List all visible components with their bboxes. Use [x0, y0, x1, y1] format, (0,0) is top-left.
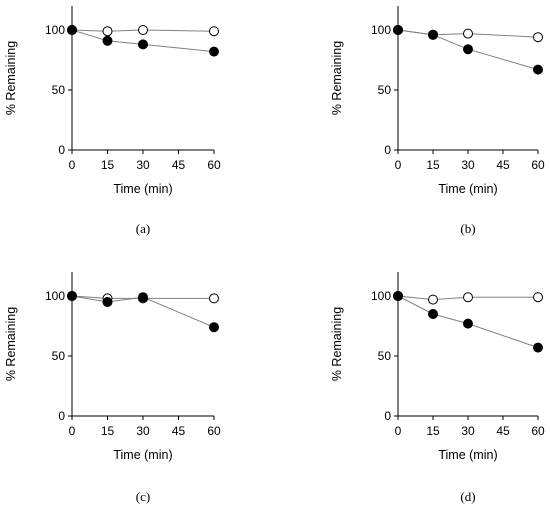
- data-point-filled: [463, 318, 473, 329]
- x-tick-label: 0: [69, 424, 76, 438]
- chart-panel-b: 0 50 100 0 15 30 45 60 Time (min) % Remaining (b): [330, 6, 545, 236]
- x-tick-label: 0: [395, 424, 402, 438]
- y-axis-title: % Remaining: [4, 41, 18, 115]
- x-tick-label: 15: [101, 158, 115, 172]
- data-point-open: [463, 292, 473, 303]
- data-point-filled: [393, 291, 403, 301]
- x-axis-title: Time (min): [438, 448, 497, 462]
- data-point-open: [533, 32, 543, 43]
- data-point-filled: [102, 297, 113, 307]
- y-tick-label: 100: [371, 289, 391, 303]
- data-point-filled: [428, 29, 438, 40]
- series-line: [71, 295, 214, 299]
- chart-panel-d: 0 50 100 0 15 30 45 60 Time (min) % Remaining (d): [330, 272, 545, 504]
- x-tick-label: 30: [461, 424, 475, 438]
- x-tick-label: 0: [69, 158, 76, 172]
- y-tick-label: 0: [58, 143, 65, 157]
- y-tick-label: 0: [58, 409, 65, 423]
- panel-label: (c): [136, 489, 150, 504]
- y-axis-title: % Remaining: [4, 307, 18, 381]
- y-tick-label: 50: [378, 349, 392, 363]
- data-point-open: [533, 292, 543, 303]
- y-tick-label: 100: [45, 23, 65, 37]
- x-axis-title: Time (min): [113, 182, 172, 196]
- data-point-filled: [102, 35, 113, 46]
- y-axis-title: % Remaining: [330, 41, 344, 115]
- series-line: [71, 295, 215, 328]
- y-tick-label: 50: [378, 83, 392, 97]
- data-point-open: [102, 26, 113, 37]
- x-tick-label: 45: [496, 424, 510, 438]
- chart-panel-a: 0 50 100 0 15 30 45 60 Time (min) % Remaining (a): [4, 6, 221, 236]
- series-line: [71, 29, 215, 53]
- x-tick-label: 60: [207, 424, 221, 438]
- series-line: [397, 295, 539, 349]
- series-line: [71, 29, 215, 32]
- data-point-filled: [393, 25, 403, 35]
- x-tick-label: 0: [395, 158, 402, 172]
- y-tick-label: 0: [384, 409, 391, 423]
- panel-label: (d): [460, 489, 475, 504]
- x-tick-label: 15: [426, 424, 440, 438]
- data-point-open: [209, 293, 219, 304]
- data-point-filled: [67, 291, 77, 301]
- data-point-filled: [533, 342, 543, 353]
- x-tick-label: 60: [207, 158, 221, 172]
- data-point-filled: [138, 292, 148, 303]
- data-point-filled: [463, 44, 473, 55]
- data-point-open: [138, 25, 148, 35]
- data-point-open: [209, 26, 219, 37]
- y-tick-label: 100: [371, 23, 391, 37]
- y-tick-label: 50: [52, 83, 66, 97]
- y-tick-label: 0: [384, 143, 391, 157]
- x-tick-label: 30: [461, 158, 475, 172]
- x-tick-label: 15: [426, 158, 440, 172]
- x-axis-title: Time (min): [438, 182, 497, 196]
- y-tick-label: 50: [52, 349, 66, 363]
- x-tick-label: 30: [136, 158, 150, 172]
- y-tick-label: 100: [45, 289, 65, 303]
- x-tick-label: 30: [136, 424, 150, 438]
- x-tick-label: 45: [172, 158, 186, 172]
- data-point-filled: [138, 39, 148, 50]
- x-tick-label: 60: [531, 424, 545, 438]
- data-point-filled: [428, 309, 438, 319]
- x-tick-label: 45: [172, 424, 186, 438]
- y-axis-title: % Remaining: [330, 307, 344, 381]
- panel-label: (a): [136, 221, 150, 236]
- data-point-filled: [209, 46, 219, 57]
- series-line: [397, 295, 538, 301]
- chart-panel-c: 0 50 100 0 15 30 45 60 Time (min) % Remaining (c): [4, 272, 221, 504]
- x-tick-label: 60: [531, 158, 545, 172]
- data-point-filled: [67, 25, 77, 35]
- data-point-filled: [209, 322, 219, 333]
- series-line: [397, 29, 539, 71]
- x-tick-label: 45: [496, 158, 510, 172]
- data-point-open: [428, 294, 438, 305]
- x-axis-title: Time (min): [113, 448, 172, 462]
- data-point-open: [463, 28, 473, 39]
- panel-label: (b): [460, 221, 475, 236]
- data-point-filled: [533, 64, 543, 75]
- x-tick-label: 15: [101, 424, 115, 438]
